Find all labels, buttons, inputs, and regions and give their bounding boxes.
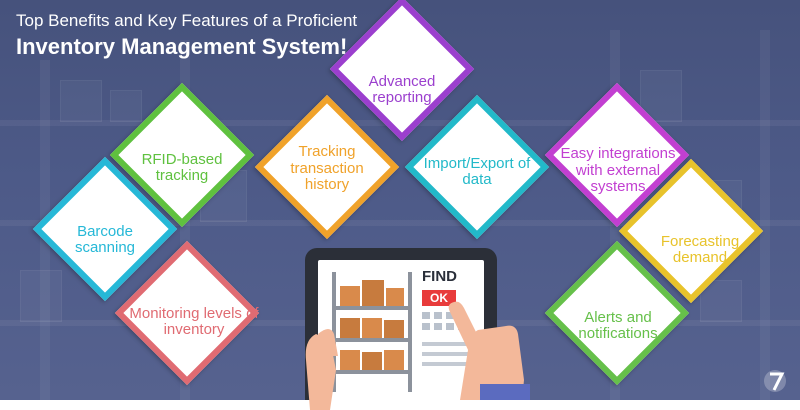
label-monitoring-levels: Monitoring levels of inventory: [129, 304, 259, 338]
label-rfid-tracking: RFID-based tracking: [141, 150, 223, 184]
label-import-export: Import/Export of data: [423, 154, 531, 188]
title-line-2: Inventory Management System!: [16, 33, 348, 59]
label-alerts-notifications: Alerts and notifications: [578, 308, 658, 342]
shelf-boxes-icon: [332, 272, 412, 392]
label-forecasting-demand: Forecasting demand: [660, 232, 740, 266]
title-line-1: Top Benefits and Key Features of a Profi…: [16, 11, 358, 30]
label-easy-integrations: Easy integrations with external systems: [560, 145, 676, 196]
hand-icon: [448, 301, 530, 400]
find-label: FIND: [422, 268, 457, 285]
left-hand-icon: [305, 329, 338, 410]
tablet-screen: FIND OK: [318, 260, 484, 400]
label-tracking-transaction-history: Tracking transaction history: [290, 143, 364, 194]
ok-button[interactable]: OK: [422, 290, 456, 306]
logo-mark-icon: [764, 370, 786, 392]
label-barcode-scanning: Barcode scanning: [74, 222, 136, 256]
label-advanced-reporting: Advanced reporting: [368, 72, 436, 106]
page-title: Top Benefits and Key Features of a Profi…: [16, 11, 358, 59]
